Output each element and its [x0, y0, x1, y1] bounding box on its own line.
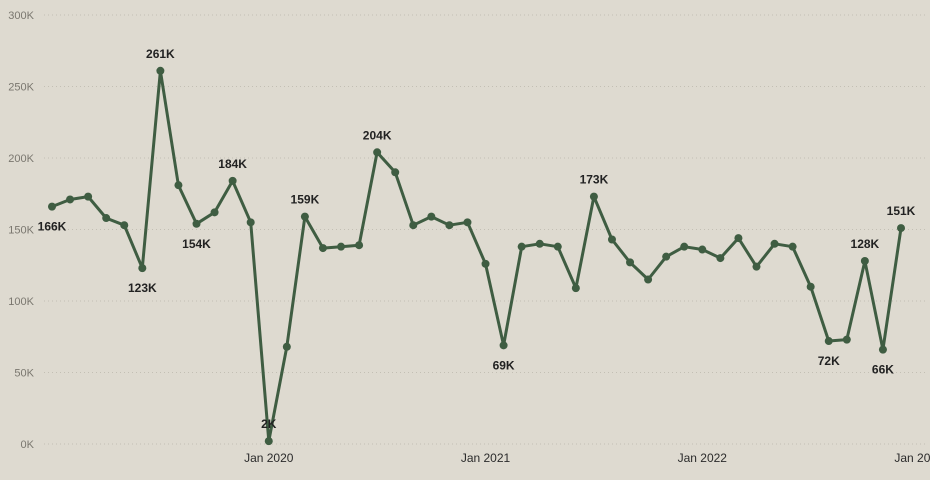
data-label: 173K — [580, 173, 609, 187]
data-point — [698, 245, 707, 254]
x-tick-label: Jan 2020 — [244, 451, 294, 465]
data-point — [517, 242, 526, 251]
data-point — [48, 202, 56, 211]
x-tick-label: Jan 2023 — [894, 451, 930, 465]
data-point — [409, 221, 418, 230]
data-point — [680, 242, 689, 251]
y-tick-label: 100K — [8, 296, 34, 308]
y-tick-label: 50K — [14, 368, 34, 380]
data-point — [626, 258, 635, 267]
data-point — [589, 192, 598, 201]
data-point — [84, 192, 93, 201]
data-point — [337, 242, 346, 251]
data-point — [463, 218, 472, 227]
data-point — [210, 208, 219, 217]
data-label: 184K — [218, 157, 247, 171]
series-line — [50, 69, 903, 443]
data-point — [752, 262, 761, 271]
data-point — [806, 282, 815, 291]
data-point — [716, 254, 725, 263]
data-point — [427, 212, 436, 221]
data-point — [481, 259, 490, 268]
data-point — [174, 181, 183, 190]
data-point — [318, 244, 327, 253]
data-point — [553, 242, 562, 251]
data-point — [373, 148, 382, 157]
y-tick-label: 250K — [8, 82, 34, 94]
data-point — [734, 234, 743, 243]
data-point — [571, 284, 580, 293]
data-point — [445, 221, 454, 230]
data-point — [228, 176, 237, 185]
gridlines — [44, 14, 926, 445]
series-line-layer — [50, 69, 903, 443]
data-point — [282, 342, 291, 351]
data-point — [300, 212, 309, 221]
x-axis: Jan 2020 Jan 2021 Jan 2022 Jan 2023 — [244, 451, 930, 465]
data-label: 123K — [128, 281, 157, 295]
data-label: 151K — [887, 204, 916, 218]
data-point — [246, 218, 255, 227]
y-tick-label: 150K — [8, 225, 34, 237]
data-point — [662, 252, 671, 261]
x-tick-label: Jan 2022 — [678, 451, 728, 465]
y-axis: 0K 50K 100K 150K 200K 250K 300K — [8, 10, 34, 451]
data-label: 72K — [818, 354, 840, 368]
data-point — [644, 275, 653, 284]
data-label: 204K — [363, 128, 392, 142]
data-point — [102, 214, 111, 223]
data-point — [264, 437, 273, 446]
data-label: 128K — [851, 237, 880, 251]
y-tick-label: 200K — [8, 153, 34, 165]
y-tick-label: 300K — [8, 10, 34, 22]
data-label: 154K — [182, 237, 211, 251]
data-point — [897, 224, 905, 233]
data-point — [824, 337, 833, 346]
data-labels: 166K 123K 261K 154K 184K 2K 159K 204K 69K 173K 72K… — [38, 47, 916, 431]
data-point — [120, 221, 129, 230]
data-label: 166K — [38, 220, 67, 234]
data-label: 261K — [146, 47, 175, 61]
data-label: 2K — [261, 417, 277, 431]
x-tick-label: Jan 2021 — [461, 451, 511, 465]
data-point — [156, 66, 165, 75]
data-point — [842, 335, 851, 344]
data-label: 66K — [872, 363, 894, 377]
data-label: 69K — [493, 358, 515, 372]
data-point — [391, 168, 400, 177]
data-point — [499, 341, 508, 350]
data-point — [770, 239, 779, 248]
data-point — [607, 235, 616, 244]
data-point — [138, 264, 147, 273]
series-points — [48, 66, 905, 446]
data-point — [860, 256, 869, 265]
data-point — [355, 241, 364, 250]
y-tick-label: 0K — [21, 439, 35, 451]
data-point — [192, 219, 201, 228]
data-point — [878, 345, 887, 354]
data-point — [535, 239, 544, 248]
data-point — [66, 195, 75, 204]
data-point — [788, 242, 797, 251]
data-label: 159K — [291, 193, 320, 207]
